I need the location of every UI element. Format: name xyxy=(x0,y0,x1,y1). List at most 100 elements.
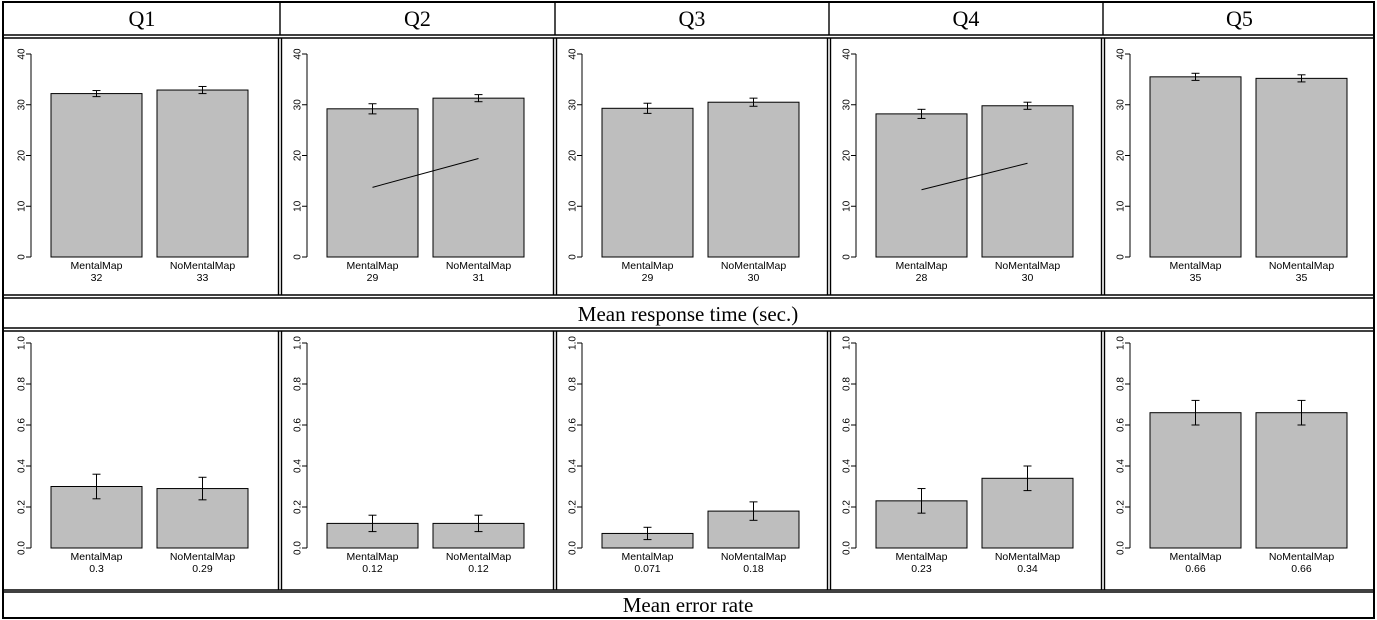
x-category-label: MentalMap xyxy=(622,551,674,563)
y-tick-label: 30 xyxy=(1116,99,1127,111)
y-tick-label: 0.0 xyxy=(1116,541,1127,555)
y-tick-label: 0.8 xyxy=(568,377,579,391)
x-category-label: NoMentalMap xyxy=(1269,260,1335,272)
x-category-label: NoMentalMap xyxy=(721,551,787,563)
y-tick-label: 0.0 xyxy=(293,541,304,555)
y-tick-label: 0.0 xyxy=(17,541,28,555)
bar-value-label: 32 xyxy=(91,272,103,284)
panel-header-q3: Q3 xyxy=(679,6,706,31)
y-tick-label: 40 xyxy=(842,48,853,60)
x-category-label: MentalMap xyxy=(71,260,123,272)
y-tick-label: 10 xyxy=(842,200,853,212)
y-tick-label: 0.4 xyxy=(1116,459,1127,473)
y-tick-label: 0.2 xyxy=(1116,500,1127,514)
y-tick-label: 30 xyxy=(293,99,304,111)
bar-value-label: 35 xyxy=(1296,272,1308,284)
bar-mentalmap xyxy=(601,107,694,258)
bar-value-label: 0.071 xyxy=(634,563,660,575)
x-category-label: NoMentalMap xyxy=(995,260,1061,272)
y-tick-label: 0.6 xyxy=(1116,418,1127,432)
y-tick-label: 20 xyxy=(293,150,304,162)
y-tick-label: 0.6 xyxy=(293,418,304,432)
y-tick-label: 0.6 xyxy=(568,418,579,432)
row-label-response-time: Mean response time (sec.) xyxy=(578,302,798,326)
panel-header-q1: Q1 xyxy=(129,6,156,31)
trend-line xyxy=(921,162,1028,191)
bar-value-label: 0.23 xyxy=(911,563,932,575)
y-tick-label: 0.6 xyxy=(17,418,28,432)
y-tick-label: 1.0 xyxy=(17,336,28,350)
y-tick-label: 40 xyxy=(293,48,304,60)
y-tick-label: 20 xyxy=(17,150,28,162)
chart-panel-q2-error-rate: 0.00.20.40.60.81.0MentalMap0.12NoMentalM… xyxy=(293,336,525,575)
y-tick-label: 0.0 xyxy=(842,541,853,555)
bar-value-label: 30 xyxy=(1022,272,1034,284)
x-category-label: NoMentalMap xyxy=(170,260,236,272)
bar-mentalmap xyxy=(875,113,968,258)
x-category-label: NoMentalMap xyxy=(446,551,512,563)
bar-value-label: 0.34 xyxy=(1017,563,1038,575)
y-tick-label: 0.4 xyxy=(568,459,579,473)
y-tick-label: 0.8 xyxy=(293,377,304,391)
y-tick-label: 0.2 xyxy=(842,500,853,514)
y-tick-label: 0 xyxy=(293,254,304,260)
y-tick-label: 0 xyxy=(1116,254,1127,260)
y-tick-label: 20 xyxy=(1116,150,1127,162)
y-tick-label: 0.4 xyxy=(293,459,304,473)
bar-mentalmap xyxy=(1149,412,1242,549)
y-tick-label: 0.2 xyxy=(293,500,304,514)
bar-nomentalmap xyxy=(1255,77,1348,258)
x-category-label: NoMentalMap xyxy=(721,260,787,272)
panel-header-q4: Q4 xyxy=(953,6,980,31)
y-tick-label: 10 xyxy=(17,200,28,212)
panel-header-q2: Q2 xyxy=(404,6,431,31)
y-tick-label: 1.0 xyxy=(842,336,853,350)
y-tick-label: 10 xyxy=(568,200,579,212)
x-category-label: NoMentalMap xyxy=(1269,551,1335,563)
y-tick-label: 0 xyxy=(568,254,579,260)
panel-header-q5: Q5 xyxy=(1226,6,1253,31)
y-tick-label: 40 xyxy=(17,48,28,60)
y-tick-label: 40 xyxy=(1116,48,1127,60)
y-tick-label: 0.2 xyxy=(17,500,28,514)
bar-value-label: 33 xyxy=(197,272,209,284)
y-tick-label: 0.8 xyxy=(842,377,853,391)
y-tick-label: 0 xyxy=(842,254,853,260)
bar-nomentalmap xyxy=(1255,412,1348,549)
bar-mentalmap xyxy=(326,108,419,258)
bar-mentalmap xyxy=(50,93,143,258)
y-tick-label: 10 xyxy=(1116,200,1127,212)
y-tick-label: 10 xyxy=(293,200,304,212)
y-tick-label: 1.0 xyxy=(293,336,304,350)
x-category-label: MentalMap xyxy=(896,260,948,272)
bar-value-label: 30 xyxy=(748,272,760,284)
y-tick-label: 0 xyxy=(17,254,28,260)
bar-value-label: 29 xyxy=(642,272,654,284)
bar-value-label: 0.18 xyxy=(743,563,764,575)
bar-mentalmap xyxy=(1149,76,1242,258)
bar-value-label: 0.3 xyxy=(89,563,104,575)
bar-value-label: 35 xyxy=(1190,272,1202,284)
x-category-label: MentalMap xyxy=(896,551,948,563)
y-tick-label: 0.2 xyxy=(568,500,579,514)
y-tick-label: 0.8 xyxy=(1116,377,1127,391)
bar-value-label: 31 xyxy=(473,272,485,284)
y-tick-label: 0.4 xyxy=(842,459,853,473)
bar-nomentalmap xyxy=(432,97,525,258)
y-tick-label: 30 xyxy=(842,99,853,111)
x-category-label: NoMentalMap xyxy=(170,551,236,563)
bar-nomentalmap xyxy=(707,101,800,258)
x-category-label: MentalMap xyxy=(1170,260,1222,272)
bar-value-label: 29 xyxy=(367,272,379,284)
bar-nomentalmap xyxy=(156,89,249,258)
